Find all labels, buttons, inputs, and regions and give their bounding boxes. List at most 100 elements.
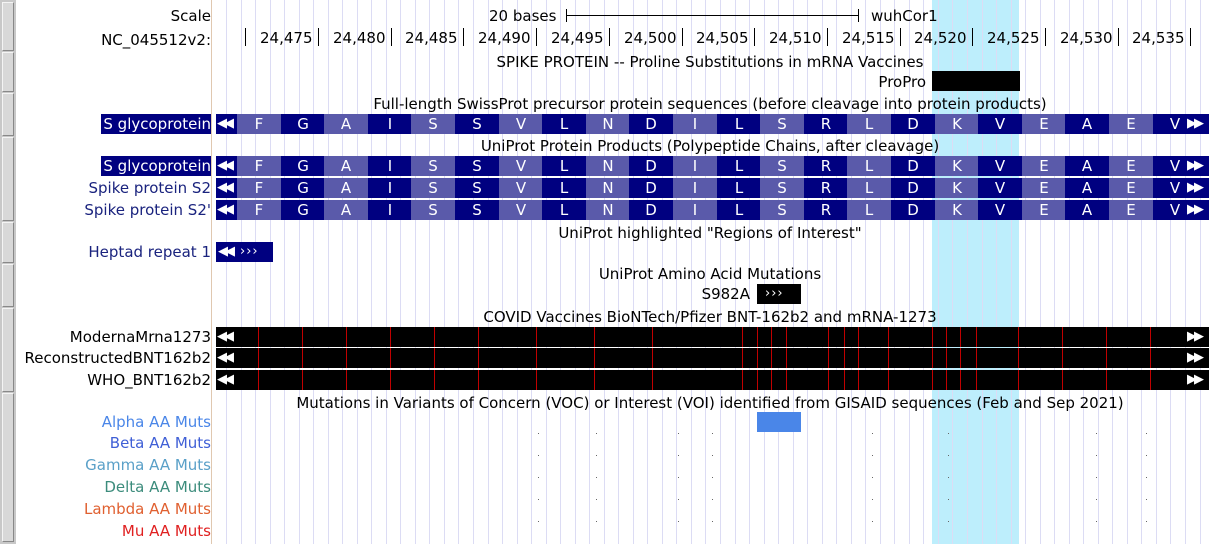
ruler-tick	[245, 28, 246, 46]
heptad-repeat-feature[interactable]: ◀◀ ›››	[216, 242, 273, 262]
mutation-tick	[1018, 348, 1019, 368]
amino-acid-cell: L	[542, 114, 586, 134]
amino-acid-cell: V	[978, 156, 1022, 176]
product-aa-row-spike-s2[interactable]: F G A I S S V L N D I L S R L D K V E A E V ◀◀ ▶▶	[0, 178, 1209, 198]
mutation-tick	[346, 327, 347, 347]
voc-label-gamma[interactable]: Gamma AA Muts	[85, 456, 211, 474]
swissprot-aa-row[interactable]: F G A I S S V L N D I L S R L D K V E A E V ◀◀ ▶▶	[0, 114, 1209, 134]
swissprot-row-label[interactable]: S glycoprotein	[101, 114, 211, 134]
amino-acid-cell: V	[978, 114, 1022, 134]
amino-acid-cell: I	[673, 200, 717, 220]
mutation-tick	[786, 370, 787, 390]
grid-line	[720, 0, 721, 544]
amino-acid-cell: N	[586, 178, 630, 198]
voc-mark	[1146, 455, 1147, 456]
mutation-tick	[1150, 370, 1151, 390]
amino-acid-cell: E	[1022, 200, 1066, 220]
grid-line	[923, 0, 924, 544]
grid-line	[415, 0, 416, 544]
voc-label-delta[interactable]: Delta AA Muts	[104, 478, 211, 496]
gutter-button-products[interactable]	[2, 137, 14, 221]
vaccines-track-title: COVID Vaccines BioNTech/Pfizer BNT-162b2…	[483, 308, 937, 326]
vaccine-label-who[interactable]: WHO_BNT162b2	[87, 371, 211, 389]
vaccine-bar-reconstructed[interactable]: ◀◀ ▶▶	[0, 348, 1209, 368]
voc-label-beta[interactable]: Beta AA Muts	[109, 434, 211, 452]
product-label-s-glycoprotein[interactable]: S glycoprotein	[101, 156, 211, 176]
regions-track-title: UniProt highlighted "Regions of Interest…	[558, 224, 862, 242]
chevron-strand-icon: ›››	[240, 244, 259, 259]
grid-line	[1054, 0, 1055, 544]
vaccine-bar-who[interactable]: ◀◀ ▶▶	[0, 370, 1209, 390]
grid-line	[473, 0, 474, 544]
mutation-tick	[771, 327, 772, 347]
gutter-button-regions[interactable]	[2, 222, 14, 263]
mutation-tick	[757, 348, 758, 368]
double-left-arrow-icon: ◀◀	[217, 158, 234, 173]
ruler-tick	[391, 28, 392, 46]
double-left-arrow-icon: ◀◀	[217, 372, 234, 387]
mutation-tick	[960, 348, 961, 368]
heptad-repeat-label[interactable]: Heptad repeat 1	[88, 243, 211, 261]
voc-mark	[1146, 499, 1147, 500]
voc-mark	[712, 521, 713, 522]
gutter-button-ruler[interactable]	[2, 2, 14, 51]
voc-mark	[712, 433, 713, 434]
voc-label-alpha[interactable]: Alpha AA Muts	[101, 413, 211, 431]
grid-line	[270, 0, 271, 544]
product-label-spike-s2[interactable]: Spike protein S2	[88, 179, 211, 197]
track-gutter	[0, 0, 16, 544]
amino-acid-cell: S	[411, 200, 455, 220]
grid-line	[996, 0, 997, 544]
vaccine-label-reconstructed[interactable]: ReconstructedBNT162b2	[24, 349, 211, 367]
grid-line	[1185, 0, 1186, 544]
voc-mark	[1146, 433, 1147, 434]
voc-mark	[678, 499, 679, 500]
gutter-button-proline[interactable]	[2, 52, 14, 92]
grid-line	[1170, 0, 1171, 544]
grid-line	[284, 0, 285, 544]
amino-acid-cell: L	[847, 114, 891, 134]
product-aa-row-spike-s2prime[interactable]: F G A I S S V L N D I L S R L D K V E A E V ◀◀ ▶▶	[0, 200, 1209, 220]
s982a-feature[interactable]: ›››	[757, 284, 801, 304]
mutation-tick	[757, 327, 758, 347]
voc-mark	[596, 521, 597, 522]
amino-acid-cell: L	[717, 156, 761, 176]
vaccine-bar-moderna[interactable]: ◀◀ ▶▶	[0, 327, 1209, 347]
vaccine-label-moderna[interactable]: ModernaMrna1273	[69, 328, 211, 346]
amino-acid-cell: A	[1065, 156, 1109, 176]
grid-line	[604, 0, 605, 544]
mutation-tick	[390, 370, 391, 390]
amino-acid-cell: I	[368, 114, 412, 134]
grid-line	[952, 0, 953, 544]
double-right-arrow-icon: ▶▶	[1187, 158, 1204, 173]
gutter-button-mutations[interactable]	[2, 264, 14, 307]
voc-mark	[948, 499, 949, 500]
voc-label-mu[interactable]: Mu AA Muts	[121, 522, 211, 540]
mutation-tick	[932, 370, 933, 390]
propro-feature[interactable]	[932, 71, 1020, 91]
voc-mark	[1096, 477, 1097, 478]
gutter-button-swissprot[interactable]	[2, 93, 14, 136]
amino-acid-cell: R	[804, 178, 848, 198]
amino-acid-cell: D	[891, 178, 935, 198]
mutation-tick	[932, 327, 933, 347]
ruler-tick-label: 24,525	[987, 29, 1040, 47]
ruler-tick-label: 24,520	[914, 29, 967, 47]
ruler-tick	[1045, 28, 1046, 46]
voc-label-lambda[interactable]: Lambda AA Muts	[83, 500, 211, 518]
grid-line	[880, 0, 881, 544]
grid-line	[793, 0, 794, 544]
product-label-spike-s2prime[interactable]: Spike protein S2'	[84, 201, 211, 219]
product-aa-row-s-glycoprotein[interactable]: F G A I S S V L N D I L S R L D K V E A E V ◀◀ ▶▶	[0, 156, 1209, 176]
ruler-tick	[463, 28, 464, 46]
alpha-mutation-block[interactable]	[757, 412, 801, 432]
gutter-button-voc[interactable]	[2, 393, 14, 542]
gutter-button-vaccines[interactable]	[2, 308, 14, 392]
mutation-tick	[1150, 327, 1151, 347]
grid-line	[502, 0, 503, 544]
mutation-tick	[536, 348, 537, 368]
voc-mark	[678, 521, 679, 522]
amino-acid-cell: E	[1022, 178, 1066, 198]
double-left-arrow-icon: ◀◀	[217, 329, 234, 344]
